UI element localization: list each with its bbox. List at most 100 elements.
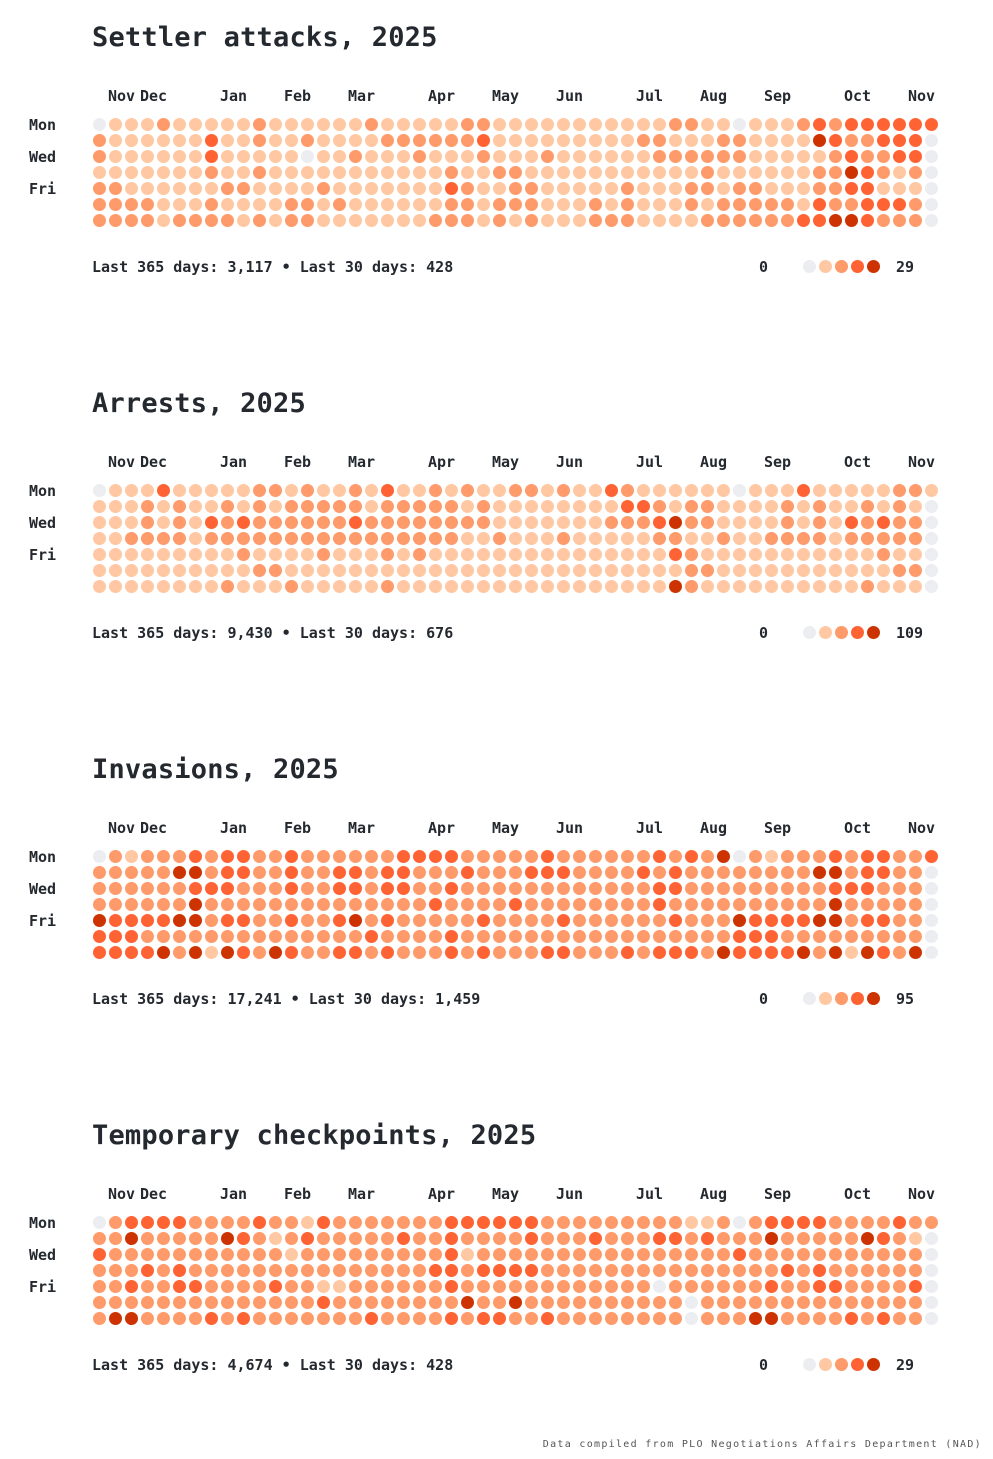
- day-cell: [157, 1280, 170, 1293]
- day-cell: [781, 882, 794, 895]
- day-cell: [813, 500, 826, 513]
- day-cell: [797, 182, 810, 195]
- day-cell: [877, 500, 890, 513]
- day-cell: [365, 898, 378, 911]
- day-cell: [669, 1232, 682, 1245]
- day-cell: [477, 500, 490, 513]
- day-cell: [461, 516, 474, 529]
- day-cell: [157, 1312, 170, 1325]
- day-cell: [237, 516, 250, 529]
- day-cell: [269, 850, 282, 863]
- month-label: Nov: [108, 1185, 136, 1203]
- day-cell: [221, 516, 234, 529]
- day-cell: [733, 882, 746, 895]
- day-cell: [861, 516, 874, 529]
- day-cell: [109, 946, 122, 959]
- day-cell: [877, 1312, 890, 1325]
- day-cell: [813, 930, 826, 943]
- day-cell: [413, 1296, 426, 1309]
- day-cell: [813, 198, 826, 211]
- day-cell: [701, 516, 714, 529]
- day-cell: [797, 1296, 810, 1309]
- day-cell: [253, 1216, 266, 1229]
- day-cell: [221, 1232, 234, 1245]
- month-label: Apr: [428, 819, 456, 837]
- day-cell: [125, 214, 138, 227]
- day-cell: [717, 548, 730, 561]
- day-cell: [653, 898, 666, 911]
- day-cell: [717, 532, 730, 545]
- day-cell: [221, 118, 234, 131]
- day-cell: [749, 516, 762, 529]
- day-cell: [237, 1280, 250, 1293]
- day-cell: [621, 118, 634, 131]
- day-cell: [301, 866, 314, 879]
- day-cell: [733, 532, 746, 545]
- day-cell: [861, 1248, 874, 1261]
- day-cell: [909, 182, 922, 195]
- day-cell: [349, 500, 362, 513]
- day-cell: [285, 1264, 298, 1277]
- day-cell: [93, 532, 106, 545]
- day-cell: [141, 134, 154, 147]
- day-cell: [461, 118, 474, 131]
- day-cell: [893, 500, 906, 513]
- day-cell: [141, 882, 154, 895]
- day-cell: [413, 1312, 426, 1325]
- day-cell: [189, 134, 202, 147]
- day-cell: [381, 1264, 394, 1277]
- day-cell: [733, 500, 746, 513]
- day-cell: [877, 532, 890, 545]
- day-cell: [269, 930, 282, 943]
- day-cell: [253, 1312, 266, 1325]
- day-cell: [365, 930, 378, 943]
- day-cell: [189, 118, 202, 131]
- day-cell: [509, 166, 522, 179]
- month-label: Aug: [700, 819, 728, 837]
- day-cell: [253, 182, 266, 195]
- day-cell: [493, 914, 506, 927]
- legend-scale: [803, 259, 887, 275]
- day-label: Mon: [29, 1214, 57, 1232]
- day-cell: [141, 564, 154, 577]
- day-cell: [509, 914, 522, 927]
- day-cell: [221, 930, 234, 943]
- day-cell: [397, 484, 410, 497]
- day-cell: [589, 1216, 602, 1229]
- day-cell: [877, 166, 890, 179]
- day-cell: [653, 150, 666, 163]
- day-cell: [205, 1264, 218, 1277]
- day-cell: [525, 1248, 538, 1261]
- day-cell: [93, 500, 106, 513]
- day-cell: [285, 1296, 298, 1309]
- day-cell: [829, 1248, 842, 1261]
- day-cell: [429, 532, 442, 545]
- day-cell: [157, 118, 170, 131]
- day-cell: [861, 898, 874, 911]
- day-cell: [653, 1248, 666, 1261]
- day-cell: [637, 134, 650, 147]
- month-label: Jun: [556, 87, 584, 105]
- legend-swatch: [835, 1358, 848, 1371]
- day-cell: [749, 930, 762, 943]
- day-cell: [557, 500, 570, 513]
- day-cell: [781, 866, 794, 879]
- day-cell: [461, 532, 474, 545]
- day-cell: [685, 484, 698, 497]
- day-label: Wed: [29, 1246, 57, 1264]
- day-cell: [157, 946, 170, 959]
- day-cell: [125, 182, 138, 195]
- day-cell: [125, 198, 138, 211]
- day-cell: [141, 1248, 154, 1261]
- day-cell: [301, 532, 314, 545]
- day-cell: [861, 532, 874, 545]
- day-cell: [781, 214, 794, 227]
- day-cell: [349, 930, 362, 943]
- day-cell: [605, 850, 618, 863]
- day-cell: [797, 946, 810, 959]
- day-cell: [317, 564, 330, 577]
- day-cell: [685, 914, 698, 927]
- day-cell: [781, 946, 794, 959]
- day-cell: [877, 946, 890, 959]
- month-label: Jul: [636, 87, 664, 105]
